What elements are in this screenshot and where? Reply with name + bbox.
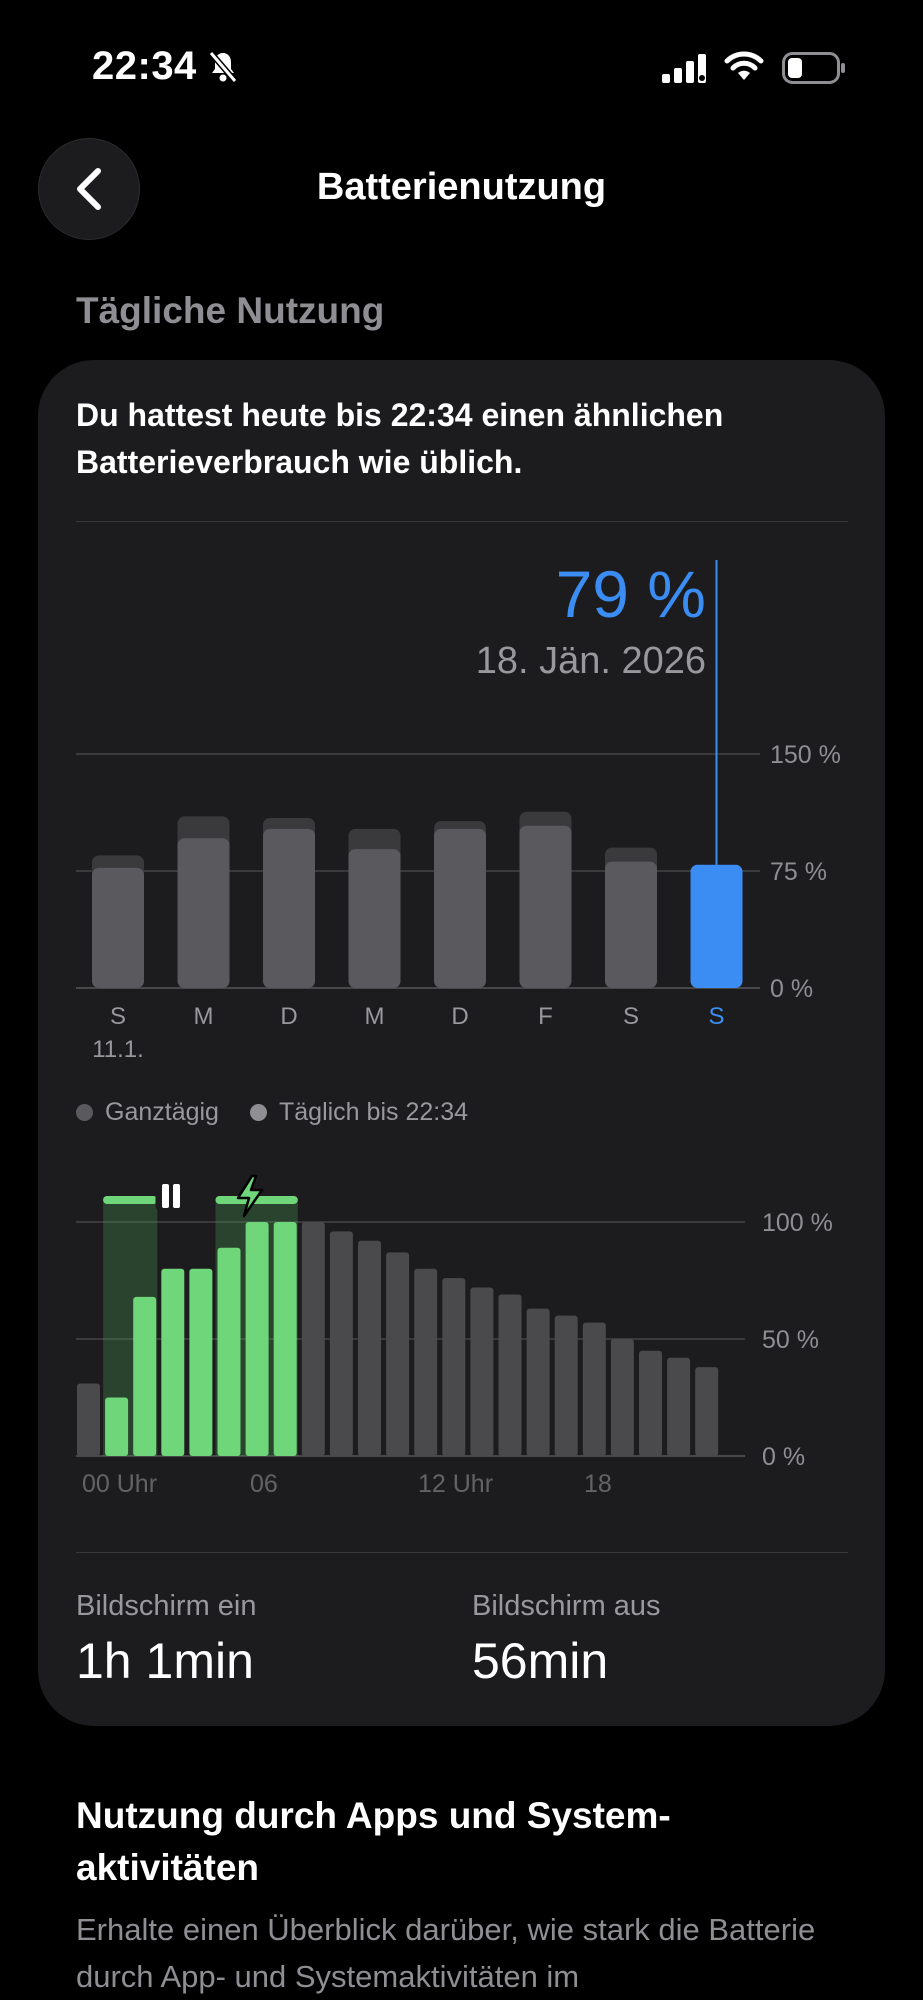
hour-bar: [386, 1252, 410, 1456]
lightning-shape: [236, 1174, 264, 1218]
section-title-daily-usage: Tägliche Nutzung: [76, 290, 385, 331]
selected-day-percent: 79 %: [555, 557, 706, 631]
bell-slash-icon: [208, 50, 238, 89]
hour-bar: [470, 1287, 494, 1456]
hour-bar: [667, 1357, 691, 1456]
hour-bar: [301, 1222, 325, 1456]
screen-off-label: Bildschirm aus: [472, 1590, 661, 1622]
screen-on-value: 1h 1min: [76, 1633, 254, 1689]
apps-section-description: Erhalte einen Überblick darüber, wie sta…: [76, 1912, 816, 1994]
battery-usage-card: [38, 360, 885, 1726]
pause-icon: [155, 1179, 187, 1213]
bar-until-now: [92, 867, 144, 988]
x-tick-label: D: [280, 1003, 297, 1030]
divider: [76, 521, 848, 522]
pause-bar: [162, 1184, 169, 1208]
y-tick-label: 0 %: [762, 1443, 805, 1471]
hour-bar: [273, 1222, 297, 1456]
bar-until-now: [434, 828, 486, 988]
x-tick-label: S: [110, 1003, 126, 1030]
pause-icon-bg: [155, 1179, 187, 1213]
hour-bar: [161, 1268, 185, 1456]
hour-bar: [105, 1397, 129, 1456]
hour-bar: [554, 1315, 578, 1456]
y-tick-label: 0 %: [770, 975, 813, 1003]
hour-bar: [639, 1350, 662, 1456]
hour-bar: [358, 1240, 381, 1456]
x-tick-label: M: [194, 1003, 214, 1030]
bar-until-now: [348, 849, 401, 988]
page-title: Batterienutzung: [316, 166, 607, 208]
hour-bar: [245, 1222, 269, 1456]
x-tick-label: M: [365, 1003, 385, 1030]
hour-bar: [610, 1339, 634, 1456]
y-tick-label: 100 %: [762, 1209, 833, 1237]
hour-bar: [442, 1278, 466, 1456]
battery-icon: [782, 52, 846, 89]
x-tick-label: 18: [584, 1470, 612, 1498]
x-tick-label: D: [451, 1003, 468, 1030]
bar-until-now: [177, 838, 230, 988]
hour-bar: [217, 1247, 241, 1456]
legend-dot: [250, 1104, 267, 1121]
plugged-indicator-line: [215, 1196, 298, 1204]
x-tick-label: S: [708, 1003, 724, 1030]
bar-until-now: [263, 828, 315, 988]
x-tick-label: 12 Uhr: [418, 1470, 493, 1498]
hour-bar: [189, 1268, 213, 1456]
legend-until-now: Täglich bis 22:34: [250, 1098, 468, 1127]
legend-dot: [76, 1104, 93, 1121]
chevron-left-icon: [77, 168, 101, 210]
legend-until-now-label: Täglich bis 22:34: [279, 1098, 469, 1126]
hour-bar: [329, 1231, 353, 1456]
hour-bar: [133, 1296, 157, 1456]
x-sub-label: 11.1.: [92, 1036, 144, 1063]
hour-bar: [582, 1322, 606, 1456]
pause-bar: [173, 1184, 180, 1208]
lightning-icon: [236, 1174, 264, 1218]
hour-bar: [498, 1294, 522, 1456]
bar-selected-day: [690, 864, 743, 988]
x-tick-label: F: [538, 1003, 553, 1030]
divider: [76, 1552, 848, 1553]
screen-off-value: 56min: [472, 1633, 609, 1689]
usage-summary-text: Du hattest heute bis 22:34 einen ähnlich…: [76, 397, 724, 480]
hour-bar: [77, 1383, 100, 1456]
apps-section-title: Nutzung durch Apps und System-aktivitäte…: [76, 1795, 671, 1888]
hourly-battery-level-chart[interactable]: 0 % 50 % 100 % 00 Uhr 06 12 Uhr 18: [0, 1150, 923, 1510]
back-button[interactable]: [38, 138, 140, 240]
bar-until-now: [519, 825, 572, 988]
selected-day-date: 18. Jän. 2026: [475, 640, 706, 682]
x-tick-label: S: [623, 1003, 639, 1030]
weekly-usage-chart[interactable]: 0 % 75 % 150 % S 11.1. M D M D F S S: [0, 0, 923, 1200]
y-tick-label: 75 %: [770, 858, 827, 886]
legend-all-day: Ganztägig: [76, 1098, 219, 1127]
x-tick-label: 00 Uhr: [82, 1470, 157, 1498]
status-time: 22:34: [92, 44, 197, 88]
bar-until-now: [605, 861, 657, 988]
screen-on-label: Bildschirm ein: [76, 1590, 257, 1622]
y-tick-label: 50 %: [762, 1326, 819, 1354]
y-tick-label: 150 %: [770, 741, 841, 769]
legend-all-day-label: Ganztägig: [105, 1098, 219, 1126]
x-tick-label: 06: [250, 1470, 278, 1498]
cellular-signal-icon: [662, 54, 708, 89]
plugged-indicator-line: [103, 1196, 158, 1204]
hour-bar: [695, 1367, 719, 1456]
wifi-icon: [724, 50, 764, 87]
hour-bar: [414, 1268, 438, 1456]
hour-bar: [526, 1308, 550, 1456]
